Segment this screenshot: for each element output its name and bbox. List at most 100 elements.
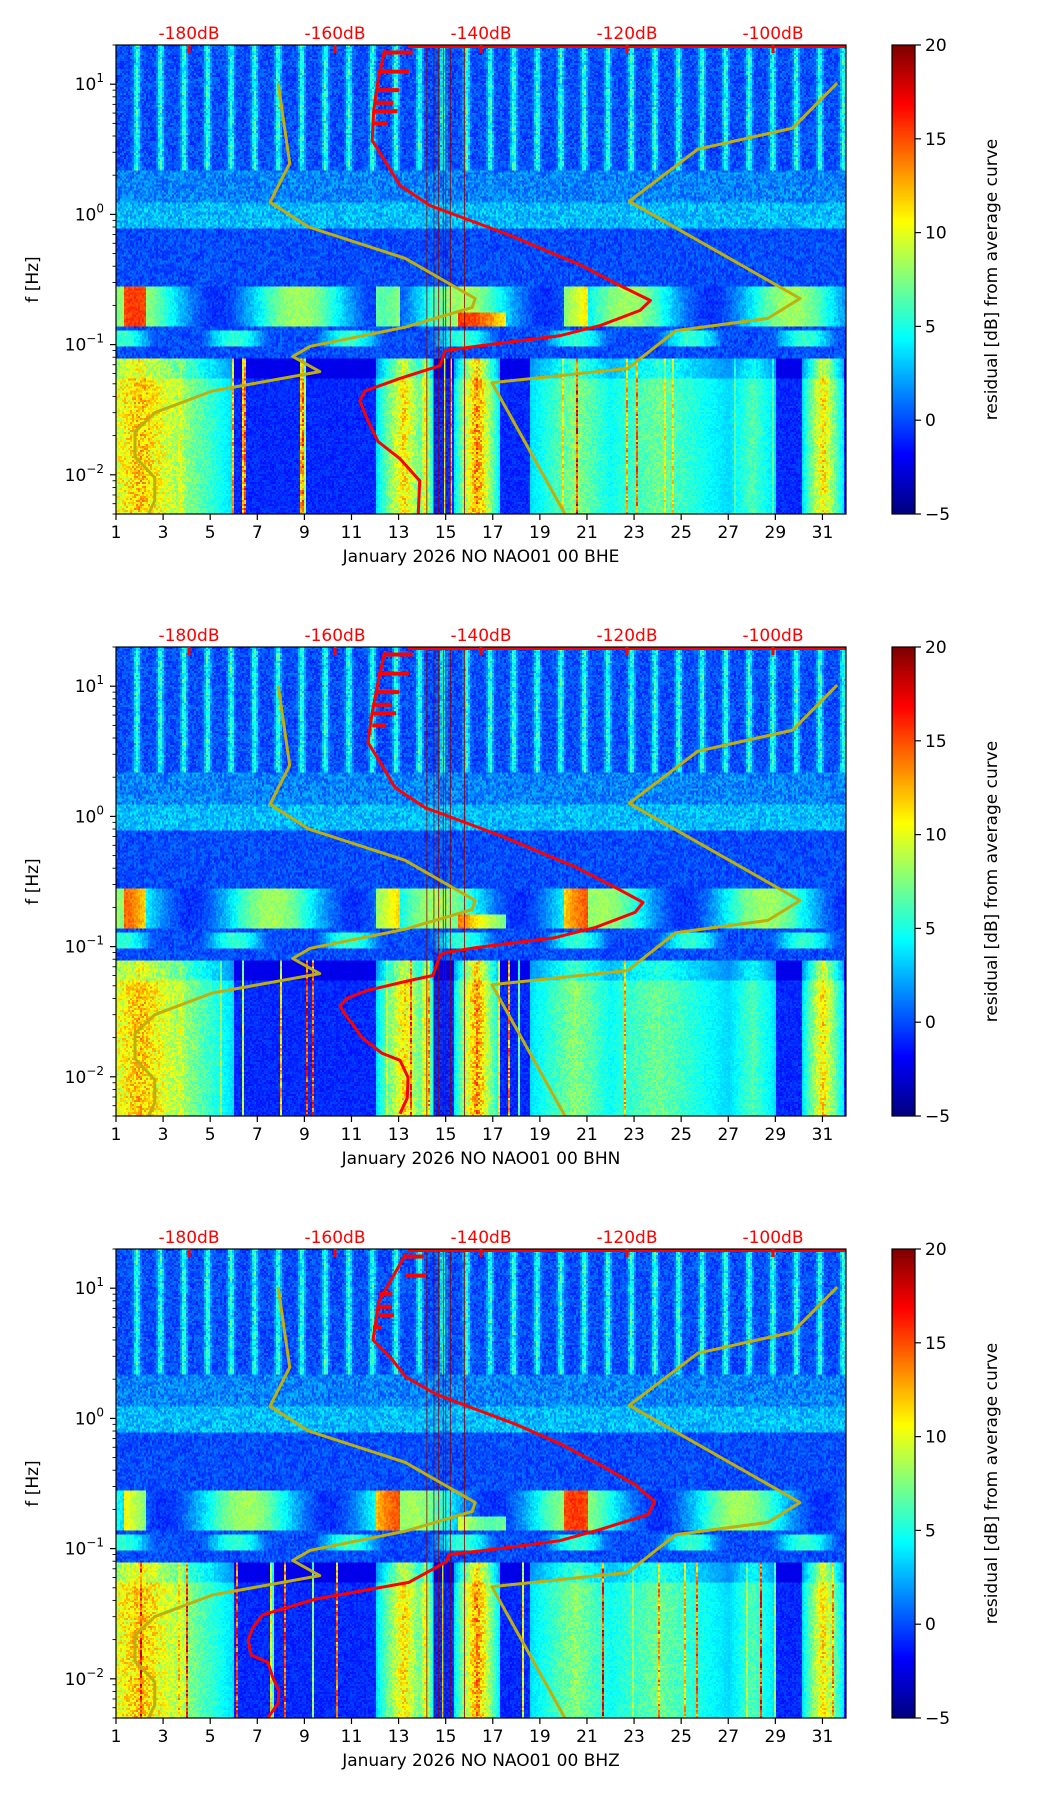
x-tick-label: 3	[158, 1727, 169, 1747]
y-axis-label: f [Hz]	[23, 256, 43, 302]
x-tick-label: 5	[205, 523, 216, 543]
x-tick-label: 3	[158, 1125, 169, 1145]
x-tick-label: 5	[205, 1125, 216, 1145]
nhnm-curve	[490, 684, 839, 1116]
y-tick-label: 10−1	[65, 934, 104, 958]
colorbar-frame	[891, 646, 916, 1117]
x-tick-label: 23	[623, 1727, 645, 1747]
colorbar-tick-label: −5	[925, 1709, 950, 1729]
x-tick-label: 27	[717, 523, 739, 543]
x-tick-label: 13	[388, 523, 410, 543]
x-tick-label: 19	[529, 523, 551, 543]
average-psd-curve	[246, 1253, 657, 1718]
x-tick-label: 3	[158, 523, 169, 543]
average-psd-curve	[338, 651, 645, 1115]
nlnm-curve	[133, 82, 477, 514]
db-tick-label: -120dB	[596, 626, 657, 646]
x-tick-label: 29	[765, 1125, 787, 1145]
plot-frame	[115, 1248, 847, 1719]
nhnm-curve	[490, 82, 839, 514]
spectrogram-heatmap	[116, 45, 846, 514]
colorbar-tick-label: 20	[925, 638, 947, 658]
colorbar-tick-label: 10	[925, 224, 947, 244]
x-tick-label: 31	[812, 523, 834, 543]
x-tick-label: 9	[299, 523, 310, 543]
colorbar-gradient	[892, 45, 915, 514]
x-tick-label: 17	[482, 1727, 504, 1747]
x-tick-label: 15	[435, 523, 457, 543]
colorbar-tick-label: 10	[925, 826, 947, 846]
colorbar-label: residual [dB] from average curve	[982, 139, 1002, 420]
y-tick-label: 10−2	[65, 1064, 104, 1088]
x-tick-label: 25	[670, 1125, 692, 1145]
plot-frame	[115, 646, 847, 1117]
colorbar-tick-label: 0	[925, 1615, 936, 1635]
x-axis-label: January 2026 NO NAO01 00 BHE	[342, 547, 620, 567]
x-tick-label: 19	[529, 1727, 551, 1747]
y-tick-label: 101	[75, 1275, 104, 1299]
db-tick-label: -140dB	[450, 24, 511, 44]
x-tick-label: 11	[341, 1125, 363, 1145]
colorbar-tick-label: 5	[925, 317, 936, 337]
db-tick-label: -100dB	[742, 626, 803, 646]
colorbar-tick-label: 15	[925, 130, 947, 150]
plot-area	[133, 1249, 846, 1718]
x-tick-label: 1	[111, 1125, 122, 1145]
x-tick-label: 31	[812, 1727, 834, 1747]
x-tick-label: 5	[205, 1727, 216, 1747]
colorbar-tick-label: −5	[925, 1107, 950, 1127]
db-tick-label: -140dB	[450, 626, 511, 646]
plot-frame	[115, 44, 847, 515]
x-axis-label: January 2026 NO NAO01 00 BHN	[341, 1149, 621, 1169]
colorbar-tick-label: 0	[925, 1013, 936, 1033]
plot-area	[133, 45, 846, 514]
x-tick-label: 21	[576, 1727, 598, 1747]
y-tick-label: 101	[75, 673, 104, 697]
x-tick-label: 15	[435, 1125, 457, 1145]
y-axis-label: f [Hz]	[23, 1460, 43, 1506]
db-tick-label: -180dB	[158, 24, 219, 44]
db-tick-label: -120dB	[596, 24, 657, 44]
spectrogram-panel: 1 3 5 7 9 11 13 15 17 19 21 23 25 27 29 31 January 2026 …	[0, 0, 1052, 602]
y-tick-label: 10−2	[65, 1666, 104, 1690]
x-tick-label: 7	[252, 1727, 263, 1747]
x-tick-label: 23	[623, 1125, 645, 1145]
colorbar-label: residual [dB] from average curve	[982, 1343, 1002, 1624]
y-tick-label: 101	[75, 71, 104, 95]
colorbar-tick-label: 5	[925, 1521, 936, 1541]
x-tick-label: 1	[111, 523, 122, 543]
x-tick-label: 21	[576, 1125, 598, 1145]
x-tick-label: 19	[529, 1125, 551, 1145]
x-tick-label: 9	[299, 1125, 310, 1145]
nlnm-curve	[133, 684, 477, 1116]
plot-area	[133, 647, 846, 1116]
x-tick-label: 17	[482, 1125, 504, 1145]
colorbar-tick-label: 10	[925, 1428, 947, 1448]
colorbar-tick-label: −5	[925, 505, 950, 525]
average-psd-curve	[358, 49, 652, 514]
y-tick-label: 10−1	[65, 1536, 104, 1560]
x-tick-label: 1	[111, 1727, 122, 1747]
y-tick-label: 100	[75, 803, 104, 827]
db-tick-label: -180dB	[158, 626, 219, 646]
colorbar-tick-label: 0	[925, 411, 936, 431]
colorbar-frame	[891, 44, 916, 515]
x-tick-label: 23	[623, 523, 645, 543]
nhnm-curve	[490, 1286, 839, 1718]
db-tick-label: -140dB	[450, 1228, 511, 1248]
colorbar-tick-label: 5	[925, 919, 936, 939]
spectrogram-heatmap	[116, 1249, 846, 1718]
x-tick-label: 11	[341, 1727, 363, 1747]
colorbar-frame	[891, 1248, 916, 1719]
x-tick-label: 21	[576, 523, 598, 543]
colorbar-tick-label: 20	[925, 1240, 947, 1260]
spectrogram-heatmap	[116, 647, 846, 1116]
colorbar-gradient	[892, 647, 915, 1116]
x-tick-label: 29	[765, 523, 787, 543]
db-tick-label: -160dB	[304, 1228, 365, 1248]
y-axis-label: f [Hz]	[23, 858, 43, 904]
